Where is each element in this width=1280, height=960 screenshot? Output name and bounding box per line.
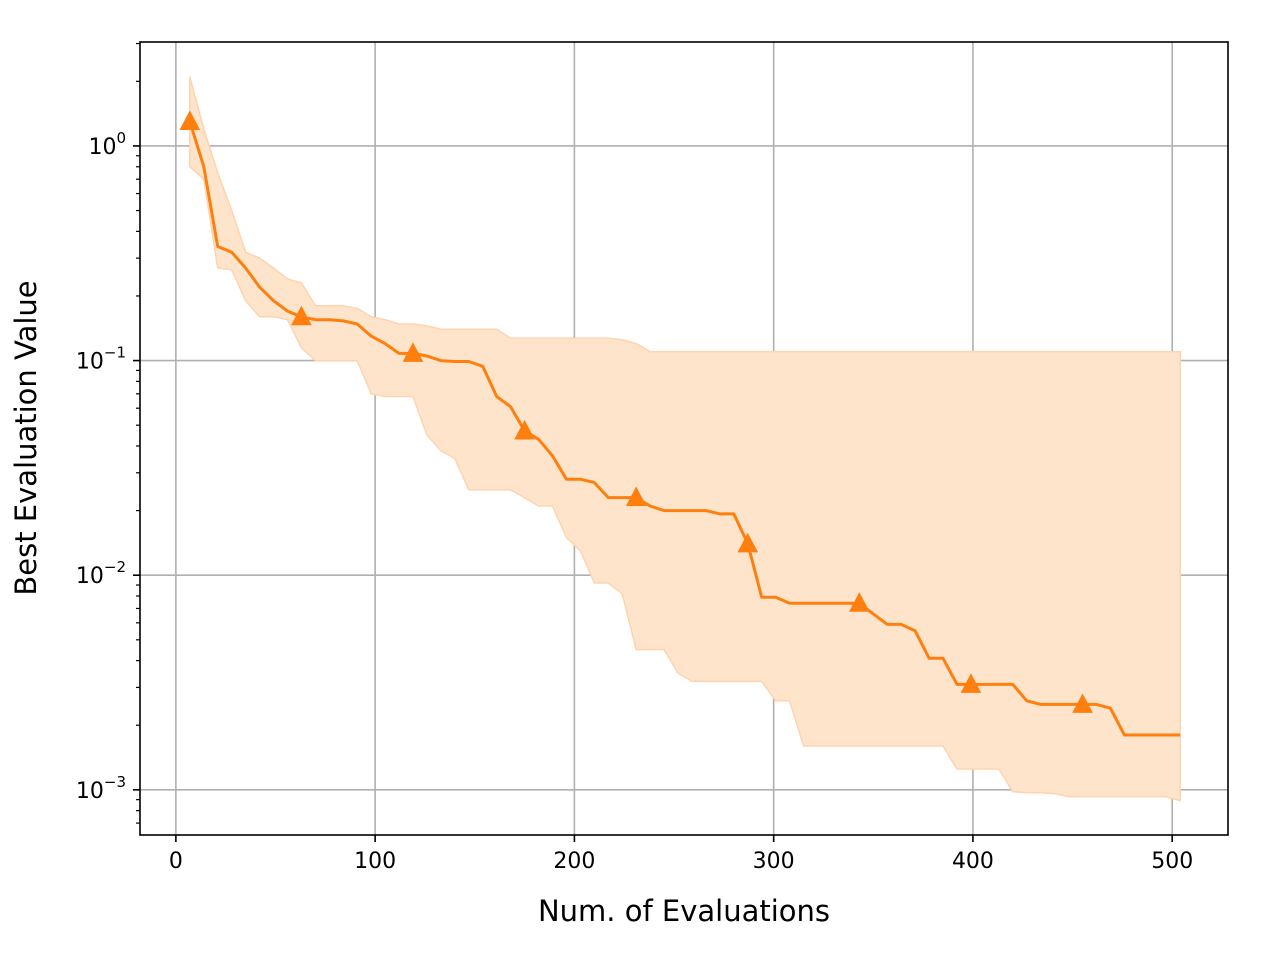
y-tick-label: 10−1 <box>76 344 126 375</box>
x-tick-label: 300 <box>753 849 795 874</box>
series-marker-layer <box>179 110 1093 713</box>
triangle-marker <box>402 342 424 362</box>
triangle-marker <box>960 673 982 693</box>
y-tick-label: 100 <box>88 129 126 160</box>
y-tick-label: 10−2 <box>76 558 126 589</box>
series-line <box>188 121 1181 737</box>
triangle-marker <box>849 592 870 612</box>
y-axis-ticks: 100 10−1 10−2 10−3 <box>76 42 140 824</box>
y-axis-label: Best Evaluation Value <box>9 280 43 595</box>
triangle-marker <box>1072 693 1093 713</box>
y-tick-label: 10−3 <box>76 773 126 804</box>
series-line-layer <box>188 121 1181 737</box>
triangle-marker <box>179 110 201 130</box>
confidence-band-layer <box>189 76 1181 802</box>
x-tick-label: 0 <box>169 849 183 874</box>
x-tick-label: 500 <box>1151 849 1193 874</box>
triangle-marker <box>625 486 647 507</box>
x-tick-label: 100 <box>354 849 396 874</box>
x-axis-ticks: 0 100 200 300 400 500 <box>169 835 1193 874</box>
triangle-marker <box>737 532 759 553</box>
confidence-band <box>189 76 1181 802</box>
x-tick-label: 200 <box>553 849 595 874</box>
plot-frame <box>139 41 1229 836</box>
triangle-marker <box>291 305 312 326</box>
x-tick-label: 400 <box>952 849 994 874</box>
triangle-marker <box>514 419 535 440</box>
x-axis-label: Num. of Evaluations <box>538 894 830 928</box>
